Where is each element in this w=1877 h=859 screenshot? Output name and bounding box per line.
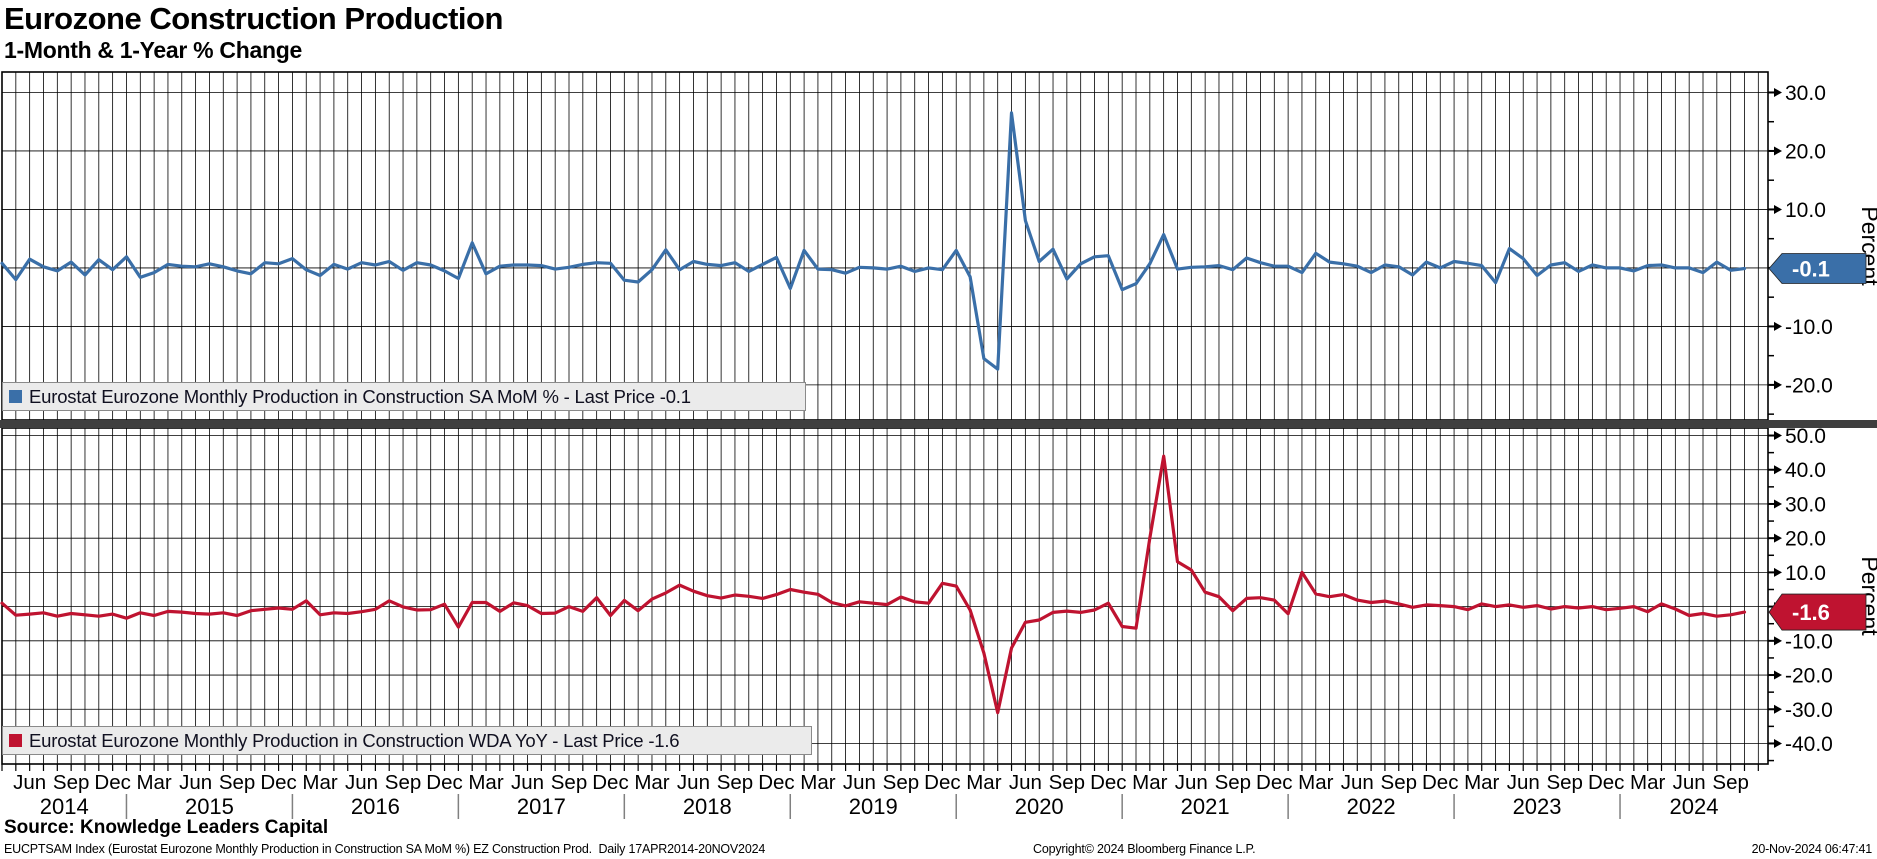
svg-text:50.0: 50.0 — [1785, 425, 1826, 448]
svg-text:Jun: Jun — [1673, 771, 1706, 794]
svg-text:Dec: Dec — [1256, 771, 1292, 794]
source-credit: Source: Knowledge Leaders Capital — [4, 817, 329, 838]
svg-text:-40.0: -40.0 — [1785, 733, 1833, 756]
svg-text:Mar: Mar — [634, 771, 669, 794]
plot-border — [1, 71, 1769, 421]
mom-legend-label: Eurostat Eurozone Monthly Production in … — [29, 385, 691, 407]
last-price-tag-mom: -0.1 — [1768, 253, 1867, 284]
svg-text:Jun: Jun — [511, 771, 544, 794]
svg-text:2021: 2021 — [1181, 794, 1230, 819]
svg-text:30.0: 30.0 — [1785, 493, 1826, 516]
svg-text:Sep: Sep — [1712, 771, 1748, 794]
svg-text:Sep: Sep — [717, 771, 753, 794]
svg-text:30.0: 30.0 — [1785, 82, 1826, 105]
mom-legend-marker-icon — [9, 390, 22, 403]
last-price-tag-yoy: -1.6 — [1768, 593, 1867, 631]
svg-text:2024: 2024 — [1670, 794, 1719, 819]
svg-text:-1.6: -1.6 — [1792, 600, 1830, 625]
svg-text:Jun: Jun — [345, 771, 378, 794]
svg-text:Mar: Mar — [800, 771, 835, 794]
yoy-legend-marker-icon — [9, 734, 22, 747]
svg-text:Jun: Jun — [13, 771, 46, 794]
legend-yoy: Eurostat Eurozone Monthly Production in … — [2, 726, 812, 755]
yoy-series-line — [0, 454, 1747, 715]
svg-text:Mar: Mar — [966, 771, 1001, 794]
svg-text:2022: 2022 — [1347, 794, 1396, 819]
svg-text:Sep: Sep — [53, 771, 89, 794]
panel-separator — [0, 420, 1877, 428]
mom-series-line — [0, 111, 1747, 371]
svg-text:Mar: Mar — [1298, 771, 1333, 794]
monthly-gridlines — [15, 72, 1759, 420]
svg-text:20.0: 20.0 — [1785, 140, 1826, 163]
svg-text:Sep: Sep — [219, 771, 255, 794]
svg-text:10.0: 10.0 — [1785, 199, 1826, 222]
svg-text:Dec: Dec — [924, 771, 960, 794]
svg-text:Mar: Mar — [1630, 771, 1665, 794]
svg-text:2015: 2015 — [185, 794, 234, 819]
svg-text:Jun: Jun — [1175, 771, 1208, 794]
svg-text:-10.0: -10.0 — [1785, 630, 1833, 653]
svg-text:2014: 2014 — [40, 794, 89, 819]
right-axis: 50.040.030.020.010.00.0-10.0-20.0-30.0-4… — [1768, 425, 1833, 762]
svg-text:10.0: 10.0 — [1785, 562, 1826, 585]
svg-text:Jun: Jun — [843, 771, 876, 794]
value-gridlines — [2, 435, 1768, 744]
svg-text:2019: 2019 — [849, 794, 898, 819]
copyright-notice: Copyright© 2024 Bloomberg Finance L.P. — [1033, 842, 1256, 856]
svg-text:Sep: Sep — [1049, 771, 1085, 794]
value-gridlines — [2, 92, 1768, 386]
svg-text:Dec: Dec — [758, 771, 794, 794]
x-axis: Jun Sep Dec Mar Jun Sep Dec Mar Jun Sep Dec Mar Jun S… — [1, 764, 1759, 819]
svg-text:Dec: Dec — [426, 771, 462, 794]
svg-text:2017: 2017 — [517, 794, 566, 819]
svg-text:2016: 2016 — [351, 794, 400, 819]
panel-yoy: 50.040.030.020.010.00.0-10.0-20.0-30.0-4… — [0, 425, 1877, 765]
svg-text:Dec: Dec — [94, 771, 130, 794]
svg-text:2023: 2023 — [1513, 794, 1562, 819]
monthly-gridlines — [15, 428, 1759, 764]
svg-text:-20.0: -20.0 — [1785, 374, 1833, 397]
svg-text:20.0: 20.0 — [1785, 528, 1826, 551]
svg-text:Dec: Dec — [1422, 771, 1458, 794]
ticker-descriptor: EUCPTSAM Index (Eurostat Eurozone Monthl… — [4, 842, 766, 856]
svg-text:Mar: Mar — [468, 771, 503, 794]
page-title: Eurozone Construction Production — [4, 1, 503, 36]
legend-mom: Eurostat Eurozone Monthly Production in … — [2, 382, 806, 411]
right-axis: 30.020.010.00.0-10.0-20.0 — [1768, 82, 1833, 415]
svg-text:-0.1: -0.1 — [1792, 257, 1830, 282]
svg-text:2018: 2018 — [683, 794, 732, 819]
svg-text:Dec: Dec — [592, 771, 628, 794]
svg-text:Jun: Jun — [1009, 771, 1042, 794]
svg-text:-30.0: -30.0 — [1785, 699, 1833, 722]
svg-text:Jun: Jun — [677, 771, 710, 794]
svg-text:-10.0: -10.0 — [1785, 316, 1833, 339]
svg-text:Dec: Dec — [1090, 771, 1126, 794]
plot-border — [1, 427, 1769, 765]
svg-text:Jun: Jun — [1507, 771, 1540, 794]
svg-text:Jun: Jun — [179, 771, 212, 794]
svg-text:Sep: Sep — [883, 771, 919, 794]
print-timestamp: 20-Nov-2024 06:47:41 — [1751, 842, 1873, 856]
svg-text:Mar: Mar — [1464, 771, 1499, 794]
svg-text:40.0: 40.0 — [1785, 459, 1826, 482]
svg-text:Dec: Dec — [260, 771, 296, 794]
svg-text:Sep: Sep — [385, 771, 421, 794]
yoy-legend-label: Eurostat Eurozone Monthly Production in … — [29, 729, 680, 751]
svg-text:Sep: Sep — [1546, 771, 1582, 794]
svg-text:Sep: Sep — [1215, 771, 1251, 794]
svg-text:Mar: Mar — [302, 771, 337, 794]
svg-text:Mar: Mar — [136, 771, 171, 794]
svg-text:Mar: Mar — [1132, 771, 1167, 794]
svg-text:-20.0: -20.0 — [1785, 665, 1833, 688]
svg-text:Jun: Jun — [1341, 771, 1374, 794]
svg-text:Sep: Sep — [1381, 771, 1417, 794]
svg-text:2020: 2020 — [1015, 794, 1064, 819]
svg-text:Dec: Dec — [1588, 771, 1624, 794]
page-subtitle: 1-Month & 1-Year % Change — [4, 37, 302, 63]
svg-text:Sep: Sep — [551, 771, 587, 794]
